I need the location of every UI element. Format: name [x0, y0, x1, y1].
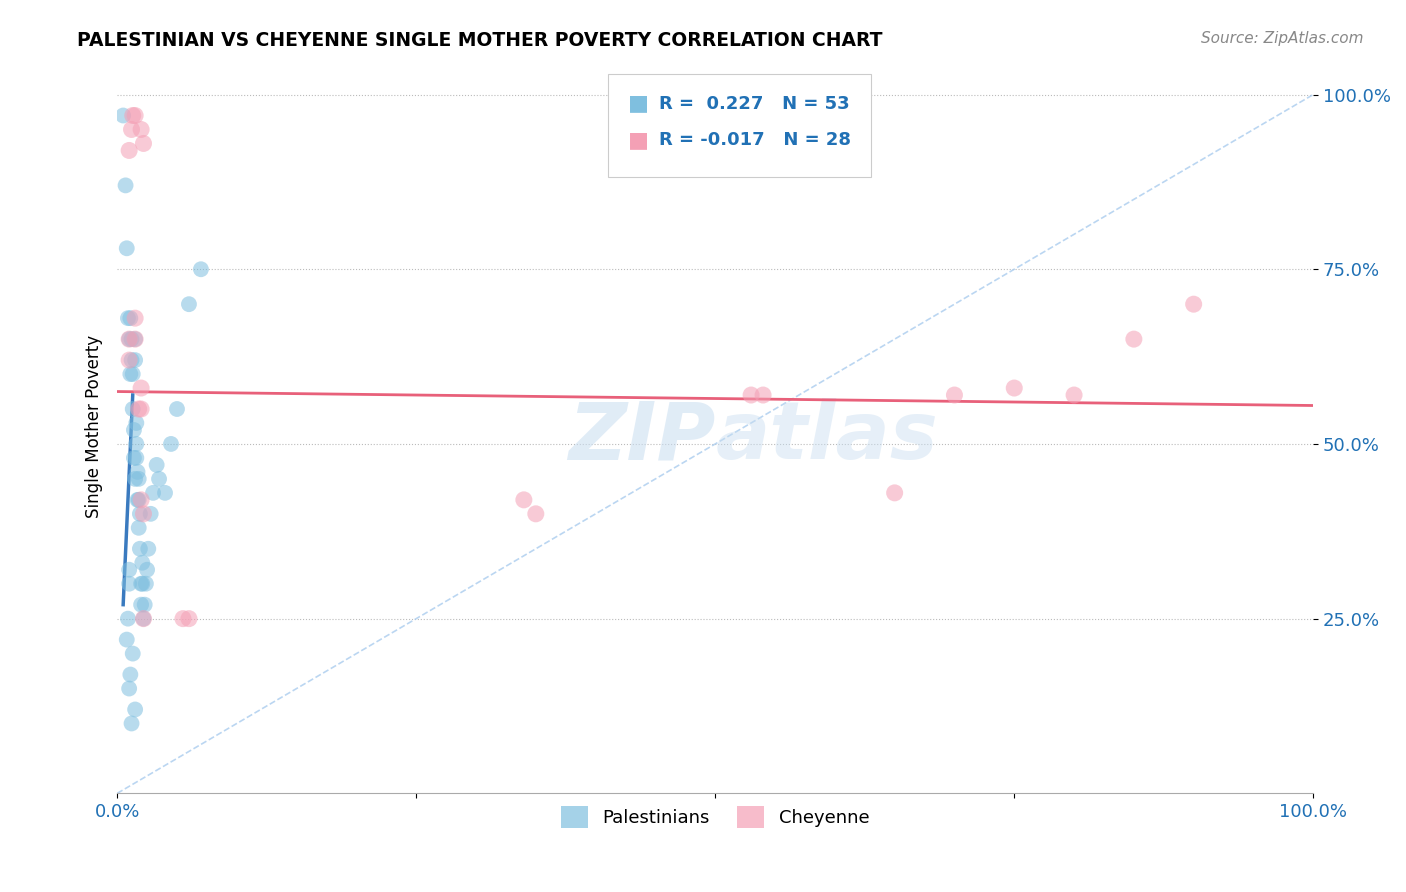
Point: [177, 612, 200, 626]
Point: [129, 122, 152, 136]
Y-axis label: Single Mother Poverty: Single Mother Poverty: [86, 334, 103, 518]
Point: [129, 576, 152, 591]
Point: [115, 241, 138, 255]
Point: [128, 472, 150, 486]
Point: [124, 311, 146, 326]
Point: [121, 716, 143, 731]
Point: [124, 702, 146, 716]
Point: [1002, 381, 1025, 395]
Point: [524, 507, 547, 521]
Point: [132, 136, 155, 151]
Point: [142, 486, 165, 500]
Point: [124, 332, 146, 346]
Point: [124, 332, 146, 346]
Point: [125, 437, 148, 451]
Point: [124, 472, 146, 486]
Point: [120, 667, 142, 681]
Point: [118, 144, 141, 158]
Text: ZIP: ZIP: [568, 399, 716, 476]
Point: [118, 576, 141, 591]
Point: [118, 353, 141, 368]
Point: [166, 402, 188, 417]
Point: [118, 681, 141, 696]
Point: [148, 472, 170, 486]
Legend: Palestinians, Cheyenne: Palestinians, Cheyenne: [554, 799, 876, 836]
Text: ■: ■: [628, 130, 650, 151]
Point: [160, 437, 183, 451]
Text: Source: ZipAtlas.com: Source: ZipAtlas.com: [1201, 31, 1364, 46]
Text: R =  0.227   N = 53: R = 0.227 N = 53: [659, 95, 849, 112]
Point: [1182, 297, 1205, 311]
Point: [121, 367, 143, 381]
Point: [117, 311, 139, 326]
Text: ■: ■: [628, 94, 650, 113]
Point: [112, 108, 135, 122]
Point: [128, 521, 150, 535]
Point: [125, 416, 148, 430]
Text: PALESTINIAN VS CHEYENNE SINGLE MOTHER POVERTY CORRELATION CHART: PALESTINIAN VS CHEYENNE SINGLE MOTHER PO…: [77, 31, 883, 50]
Point: [134, 598, 156, 612]
Point: [118, 332, 141, 346]
Point: [122, 423, 145, 437]
Point: [752, 388, 775, 402]
Point: [121, 402, 143, 417]
Point: [132, 507, 155, 521]
Point: [129, 507, 152, 521]
Point: [132, 612, 155, 626]
Point: [129, 492, 152, 507]
Point: [740, 388, 762, 402]
Point: [120, 367, 142, 381]
Point: [153, 486, 176, 500]
Point: [122, 450, 145, 465]
Point: [117, 612, 139, 626]
Point: [128, 492, 150, 507]
Point: [131, 576, 153, 591]
FancyBboxPatch shape: [607, 74, 870, 177]
Point: [943, 388, 966, 402]
Point: [136, 541, 159, 556]
Point: [129, 541, 152, 556]
Point: [124, 353, 146, 368]
Point: [135, 576, 157, 591]
Point: [121, 647, 143, 661]
Point: [131, 556, 153, 570]
Point: [172, 612, 194, 626]
Point: [114, 178, 136, 193]
Point: [121, 332, 143, 346]
Point: [127, 465, 149, 479]
Point: [121, 108, 143, 122]
Point: [129, 381, 152, 395]
Point: [1063, 388, 1085, 402]
Point: [177, 297, 200, 311]
Point: [124, 108, 146, 122]
Text: R = -0.017   N = 28: R = -0.017 N = 28: [659, 131, 851, 149]
Point: [120, 311, 142, 326]
Point: [136, 563, 159, 577]
Point: [121, 122, 143, 136]
Point: [139, 507, 162, 521]
Point: [1122, 332, 1144, 346]
Point: [132, 612, 155, 626]
Point: [125, 450, 148, 465]
Point: [121, 353, 143, 368]
Point: [190, 262, 212, 277]
Point: [145, 458, 167, 472]
Point: [127, 492, 149, 507]
Point: [513, 492, 536, 507]
Point: [129, 598, 152, 612]
Point: [883, 486, 905, 500]
Text: atlas: atlas: [716, 399, 938, 476]
Point: [115, 632, 138, 647]
Point: [118, 332, 141, 346]
Point: [118, 563, 141, 577]
Point: [128, 402, 150, 417]
Point: [129, 402, 152, 417]
